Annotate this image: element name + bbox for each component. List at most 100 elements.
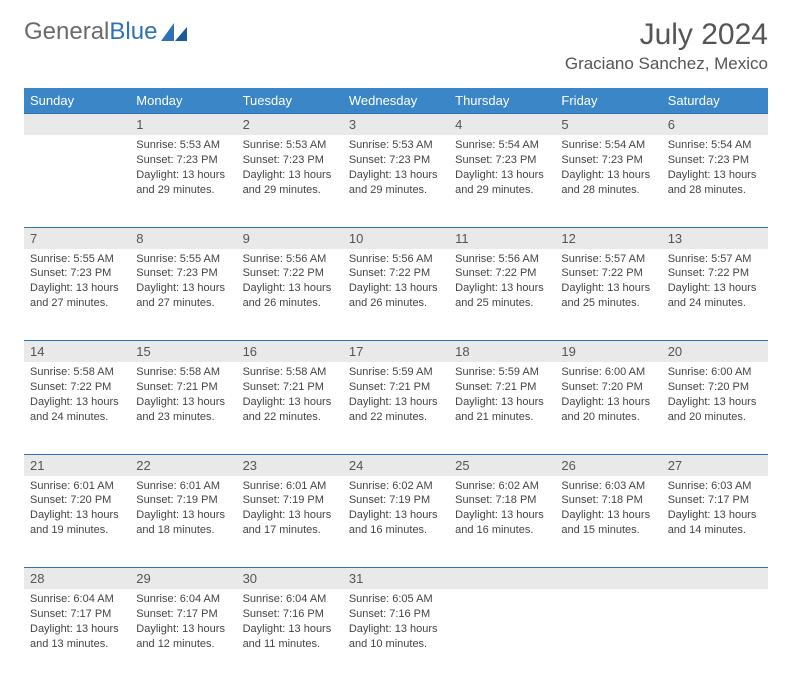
sunset-label: Sunset: 7:20 PM: [668, 380, 762, 395]
day-cell: Sunrise: 6:03 AMSunset: 7:17 PMDaylight:…: [662, 476, 768, 568]
day-number: 12: [555, 227, 661, 249]
day2-label: and 20 minutes.: [668, 410, 762, 425]
day1-label: Daylight: 13 hours: [668, 395, 762, 410]
content-row: Sunrise: 5:53 AMSunset: 7:23 PMDaylight:…: [24, 135, 768, 227]
sunset-label: Sunset: 7:18 PM: [561, 493, 655, 508]
sunset-label: Sunset: 7:21 PM: [455, 380, 549, 395]
day-cell: Sunrise: 6:04 AMSunset: 7:17 PMDaylight:…: [24, 589, 130, 681]
day2-label: and 10 minutes.: [349, 637, 443, 652]
day1-label: Daylight: 13 hours: [136, 395, 230, 410]
day2-label: and 29 minutes.: [455, 183, 549, 198]
day2-label: and 29 minutes.: [349, 183, 443, 198]
sunrise-label: Sunrise: 5:58 AM: [243, 365, 337, 380]
daynum-row: 78910111213: [24, 227, 768, 249]
day2-label: and 25 minutes.: [455, 296, 549, 311]
sunset-label: Sunset: 7:22 PM: [561, 266, 655, 281]
day-number: 10: [343, 227, 449, 249]
day-cell: Sunrise: 5:55 AMSunset: 7:23 PMDaylight:…: [24, 249, 130, 341]
sunset-label: Sunset: 7:23 PM: [243, 153, 337, 168]
sunset-label: Sunset: 7:17 PM: [668, 493, 762, 508]
day-cell: Sunrise: 5:57 AMSunset: 7:22 PMDaylight:…: [662, 249, 768, 341]
day-cell: Sunrise: 6:01 AMSunset: 7:19 PMDaylight:…: [237, 476, 343, 568]
day-number: [24, 114, 130, 136]
weekday-header: Wednesday: [343, 88, 449, 114]
sunrise-label: Sunrise: 5:55 AM: [30, 252, 124, 267]
weekday-header: Friday: [555, 88, 661, 114]
day-number: 11: [449, 227, 555, 249]
day-cell: [662, 589, 768, 681]
day1-label: Daylight: 13 hours: [561, 395, 655, 410]
sunrise-label: Sunrise: 5:54 AM: [455, 138, 549, 153]
day1-label: Daylight: 13 hours: [349, 622, 443, 637]
sunset-label: Sunset: 7:21 PM: [349, 380, 443, 395]
day1-label: Daylight: 13 hours: [561, 281, 655, 296]
day1-label: Daylight: 13 hours: [668, 281, 762, 296]
day1-label: Daylight: 13 hours: [668, 508, 762, 523]
day2-label: and 25 minutes.: [561, 296, 655, 311]
weekday-header-row: Sunday Monday Tuesday Wednesday Thursday…: [24, 88, 768, 114]
day2-label: and 27 minutes.: [136, 296, 230, 311]
sunset-label: Sunset: 7:23 PM: [668, 153, 762, 168]
day-cell: [449, 589, 555, 681]
sunset-label: Sunset: 7:20 PM: [561, 380, 655, 395]
day-number: 4: [449, 114, 555, 136]
day-number: 13: [662, 227, 768, 249]
day-number: [449, 568, 555, 590]
day-cell: Sunrise: 6:00 AMSunset: 7:20 PMDaylight:…: [662, 362, 768, 454]
weekday-header: Saturday: [662, 88, 768, 114]
day1-label: Daylight: 13 hours: [136, 622, 230, 637]
day2-label: and 27 minutes.: [30, 296, 124, 311]
sunrise-label: Sunrise: 6:00 AM: [561, 365, 655, 380]
day-number: 7: [24, 227, 130, 249]
day-cell: Sunrise: 5:59 AMSunset: 7:21 PMDaylight:…: [343, 362, 449, 454]
sunset-label: Sunset: 7:19 PM: [136, 493, 230, 508]
title-block: July 2024 Graciano Sanchez, Mexico: [565, 18, 768, 74]
day-number: 29: [130, 568, 236, 590]
sunrise-label: Sunrise: 5:57 AM: [561, 252, 655, 267]
day2-label: and 19 minutes.: [30, 523, 124, 538]
day-cell: Sunrise: 5:59 AMSunset: 7:21 PMDaylight:…: [449, 362, 555, 454]
day-number: 22: [130, 454, 236, 476]
sunrise-label: Sunrise: 6:00 AM: [668, 365, 762, 380]
day-number: 24: [343, 454, 449, 476]
weekday-header: Tuesday: [237, 88, 343, 114]
sunset-label: Sunset: 7:23 PM: [30, 266, 124, 281]
sunset-label: Sunset: 7:22 PM: [668, 266, 762, 281]
day1-label: Daylight: 13 hours: [30, 281, 124, 296]
sunset-label: Sunset: 7:17 PM: [136, 607, 230, 622]
day-number: 6: [662, 114, 768, 136]
sunrise-label: Sunrise: 6:04 AM: [30, 592, 124, 607]
weekday-header: Sunday: [24, 88, 130, 114]
logo-sail-icon: [161, 23, 187, 41]
sunset-label: Sunset: 7:21 PM: [243, 380, 337, 395]
day-cell: Sunrise: 5:56 AMSunset: 7:22 PMDaylight:…: [449, 249, 555, 341]
day1-label: Daylight: 13 hours: [668, 168, 762, 183]
day1-label: Daylight: 13 hours: [455, 395, 549, 410]
day2-label: and 11 minutes.: [243, 637, 337, 652]
content-row: Sunrise: 5:58 AMSunset: 7:22 PMDaylight:…: [24, 362, 768, 454]
sunrise-label: Sunrise: 6:01 AM: [136, 479, 230, 494]
day-number: 31: [343, 568, 449, 590]
sunrise-label: Sunrise: 5:54 AM: [561, 138, 655, 153]
day2-label: and 24 minutes.: [668, 296, 762, 311]
day1-label: Daylight: 13 hours: [30, 508, 124, 523]
day2-label: and 18 minutes.: [136, 523, 230, 538]
day-number: 14: [24, 341, 130, 363]
day-number: 18: [449, 341, 555, 363]
day-number: 9: [237, 227, 343, 249]
sunset-label: Sunset: 7:23 PM: [455, 153, 549, 168]
calendar-table: Sunday Monday Tuesday Wednesday Thursday…: [24, 88, 768, 681]
day-number: 25: [449, 454, 555, 476]
day-cell: Sunrise: 5:58 AMSunset: 7:21 PMDaylight:…: [130, 362, 236, 454]
content-row: Sunrise: 6:01 AMSunset: 7:20 PMDaylight:…: [24, 476, 768, 568]
day-number: [662, 568, 768, 590]
day1-label: Daylight: 13 hours: [136, 508, 230, 523]
day1-label: Daylight: 13 hours: [455, 281, 549, 296]
day-cell: Sunrise: 5:58 AMSunset: 7:22 PMDaylight:…: [24, 362, 130, 454]
day2-label: and 26 minutes.: [349, 296, 443, 311]
day-cell: Sunrise: 6:04 AMSunset: 7:16 PMDaylight:…: [237, 589, 343, 681]
day2-label: and 28 minutes.: [561, 183, 655, 198]
day1-label: Daylight: 13 hours: [136, 168, 230, 183]
day-cell: Sunrise: 6:02 AMSunset: 7:19 PMDaylight:…: [343, 476, 449, 568]
day-number: 19: [555, 341, 661, 363]
